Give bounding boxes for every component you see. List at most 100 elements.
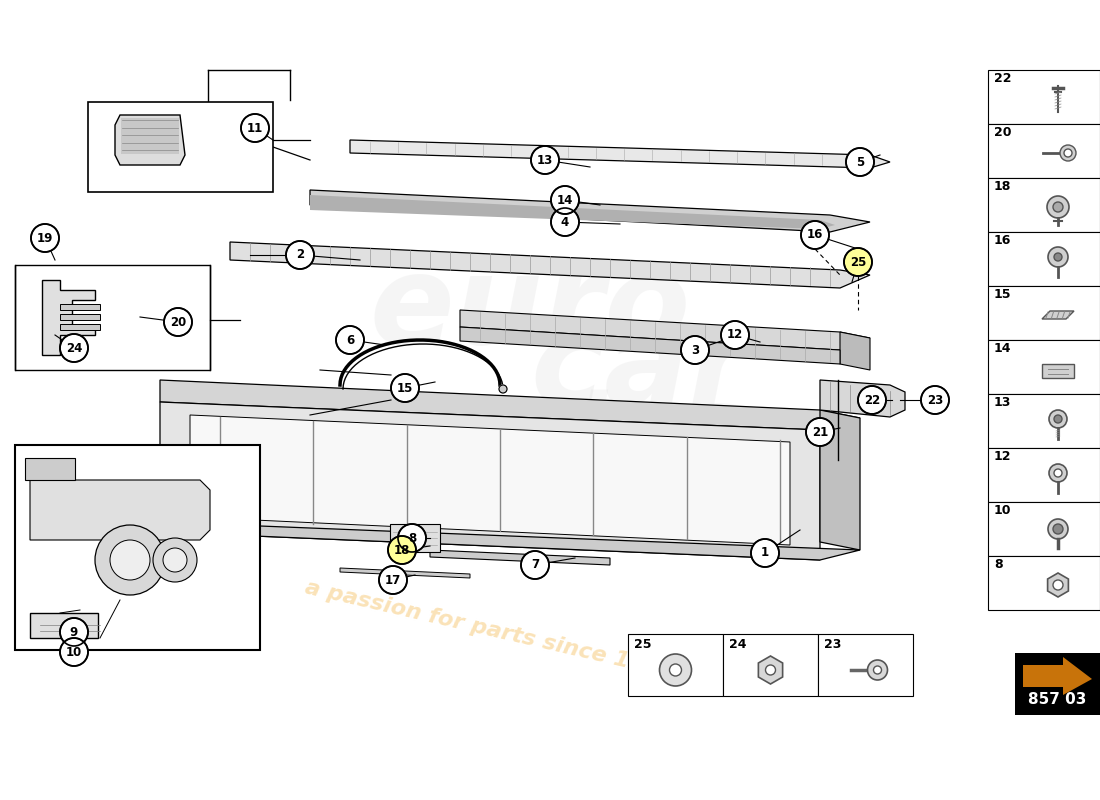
Circle shape <box>1047 196 1069 218</box>
Circle shape <box>1054 469 1062 477</box>
Text: 2: 2 <box>296 249 304 262</box>
Text: a passion for parts since 1985: a passion for parts since 1985 <box>304 578 676 682</box>
Text: 20: 20 <box>169 315 186 329</box>
Text: 19: 19 <box>36 231 53 245</box>
Text: notes: notes <box>437 383 744 477</box>
Text: 857 03: 857 03 <box>1028 691 1087 706</box>
Polygon shape <box>160 522 860 560</box>
Polygon shape <box>42 280 95 355</box>
Text: 3: 3 <box>691 343 700 357</box>
Circle shape <box>336 326 364 354</box>
Bar <box>30 613 98 638</box>
Polygon shape <box>310 195 835 229</box>
Circle shape <box>164 308 192 336</box>
Circle shape <box>551 186 579 214</box>
Text: 18: 18 <box>394 543 410 557</box>
Circle shape <box>751 539 779 567</box>
Circle shape <box>398 524 426 552</box>
Bar <box>628 634 723 696</box>
Text: 12: 12 <box>727 329 744 342</box>
Text: 5: 5 <box>856 155 865 169</box>
Circle shape <box>95 525 165 595</box>
Polygon shape <box>1023 657 1092 695</box>
Bar <box>988 394 1100 448</box>
Bar <box>988 124 1100 178</box>
Polygon shape <box>350 140 890 168</box>
Text: 13: 13 <box>994 395 1011 409</box>
Text: 25: 25 <box>850 255 866 269</box>
Text: 24: 24 <box>66 342 82 354</box>
Bar <box>15 445 260 650</box>
Text: 22: 22 <box>994 71 1012 85</box>
Circle shape <box>390 374 419 402</box>
Circle shape <box>873 666 881 674</box>
Bar <box>25 458 75 480</box>
Text: 14: 14 <box>994 342 1012 354</box>
Bar <box>60 304 100 310</box>
Text: 21: 21 <box>812 426 828 438</box>
Text: 8: 8 <box>994 558 1002 570</box>
Text: 9: 9 <box>70 626 78 638</box>
Circle shape <box>110 540 150 580</box>
Polygon shape <box>340 568 470 578</box>
Circle shape <box>31 224 59 252</box>
Polygon shape <box>758 656 782 684</box>
Text: 23: 23 <box>927 394 943 406</box>
Bar <box>988 286 1100 340</box>
Polygon shape <box>1047 573 1068 597</box>
Text: 23: 23 <box>824 638 842 650</box>
Polygon shape <box>190 415 790 545</box>
Circle shape <box>806 418 834 446</box>
Circle shape <box>1064 149 1072 157</box>
Text: 17: 17 <box>385 574 402 586</box>
Text: 15: 15 <box>397 382 414 394</box>
Circle shape <box>499 385 507 393</box>
Bar <box>723 634 818 696</box>
Circle shape <box>1053 202 1063 212</box>
Text: 4: 4 <box>561 215 569 229</box>
Circle shape <box>720 321 749 349</box>
Bar <box>988 448 1100 502</box>
Polygon shape <box>310 190 870 232</box>
Circle shape <box>858 386 886 414</box>
Polygon shape <box>30 480 210 540</box>
Circle shape <box>1054 253 1062 261</box>
Circle shape <box>1053 580 1063 590</box>
Bar <box>988 178 1100 232</box>
Text: 16: 16 <box>806 229 823 242</box>
Text: 10: 10 <box>66 646 82 658</box>
Polygon shape <box>460 310 870 350</box>
Polygon shape <box>116 115 185 165</box>
Text: car: car <box>530 310 750 430</box>
Circle shape <box>1049 410 1067 428</box>
Bar <box>121 118 179 154</box>
Bar <box>988 556 1100 610</box>
Polygon shape <box>430 550 610 565</box>
Bar <box>60 314 100 320</box>
Bar <box>88 102 273 192</box>
Text: 24: 24 <box>729 638 747 650</box>
Circle shape <box>379 566 407 594</box>
Text: 14: 14 <box>557 194 573 206</box>
Circle shape <box>60 638 88 666</box>
Text: 11: 11 <box>246 122 263 134</box>
Circle shape <box>801 221 829 249</box>
Circle shape <box>241 114 270 142</box>
Polygon shape <box>820 380 905 417</box>
Bar <box>988 502 1100 556</box>
Circle shape <box>286 241 313 269</box>
Circle shape <box>60 334 88 362</box>
Polygon shape <box>160 402 820 560</box>
Circle shape <box>846 148 874 176</box>
Text: 1: 1 <box>761 546 769 559</box>
Text: 10: 10 <box>994 503 1012 517</box>
Circle shape <box>551 208 579 236</box>
Text: 18: 18 <box>994 179 1011 193</box>
Text: 16: 16 <box>994 234 1011 246</box>
Circle shape <box>660 654 692 686</box>
Circle shape <box>1053 524 1063 534</box>
Text: 15: 15 <box>994 287 1012 301</box>
Text: 8: 8 <box>408 531 416 545</box>
Text: 7: 7 <box>531 558 539 571</box>
Text: 25: 25 <box>634 638 651 650</box>
